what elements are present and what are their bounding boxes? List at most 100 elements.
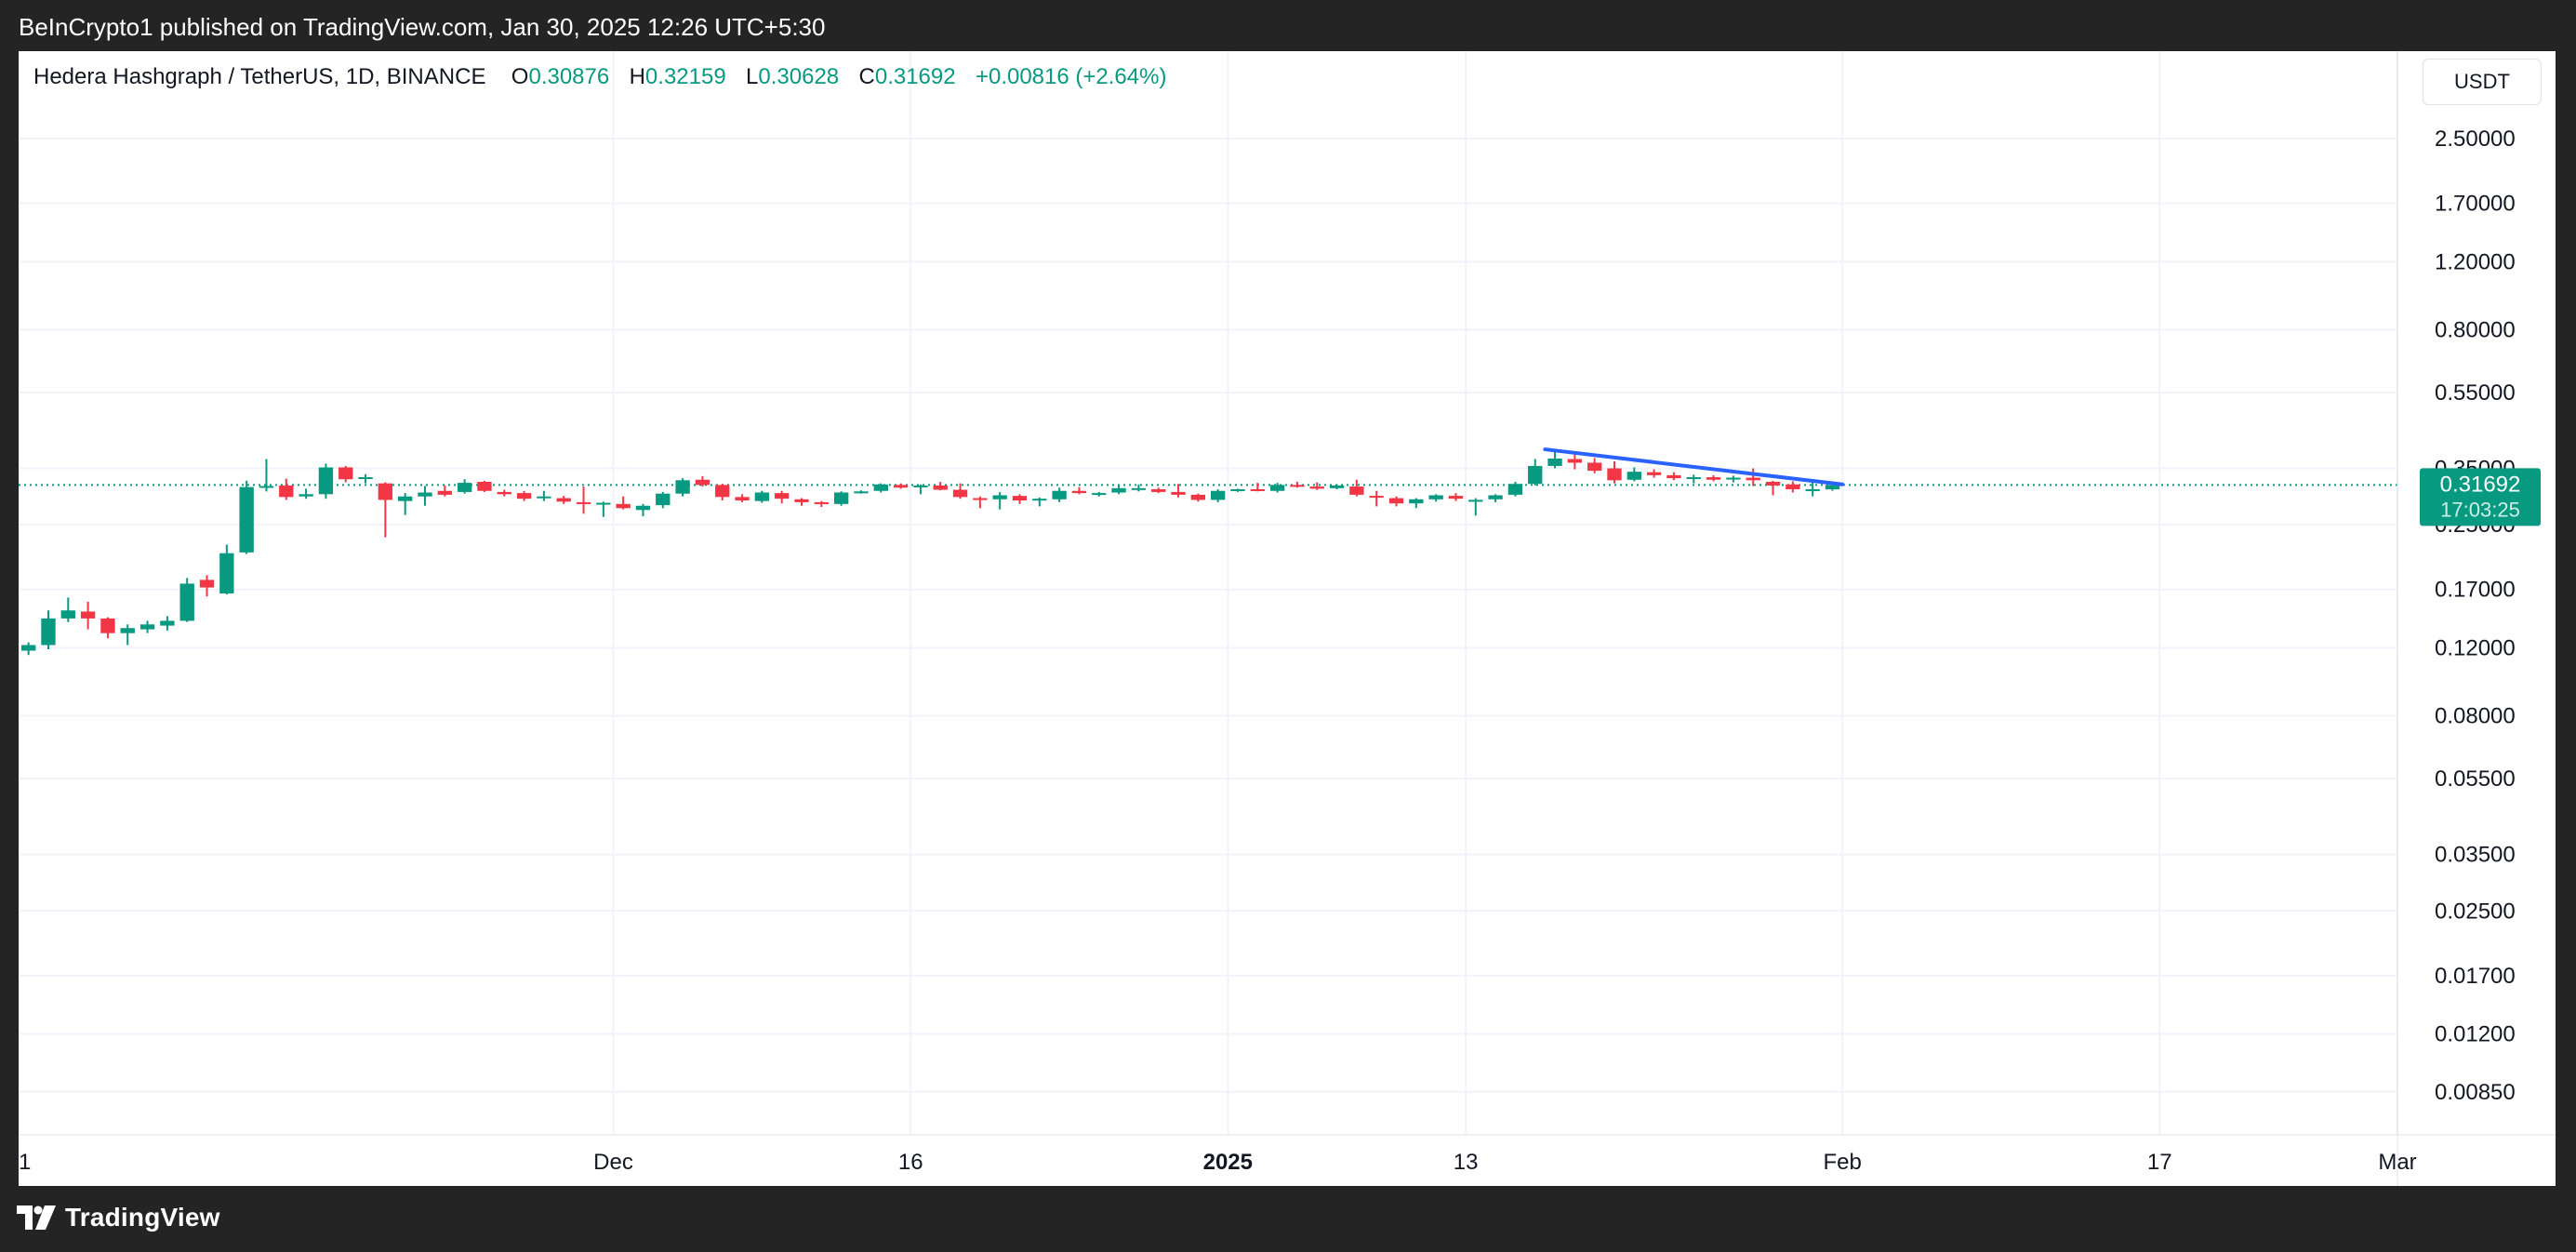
candle[interactable] [656, 491, 671, 509]
candle[interactable] [913, 484, 928, 495]
candle[interactable] [497, 489, 511, 497]
candle[interactable] [1428, 494, 1443, 502]
candle[interactable] [735, 494, 750, 502]
candle[interactable] [695, 475, 710, 487]
candle[interactable] [576, 486, 591, 514]
candle[interactable] [80, 601, 96, 630]
candle[interactable] [477, 480, 492, 492]
currency-button[interactable]: USDT [2423, 59, 2542, 105]
candle[interactable] [1230, 488, 1245, 492]
candle[interactable] [1468, 498, 1483, 516]
candle[interactable] [1448, 493, 1464, 501]
candle[interactable] [1686, 474, 1701, 484]
candle[interactable] [893, 483, 909, 489]
candle[interactable] [378, 482, 393, 538]
candle[interactable] [1388, 496, 1404, 507]
candle[interactable] [219, 544, 234, 595]
candle[interactable] [418, 486, 432, 506]
candle[interactable] [1627, 467, 1641, 482]
candle[interactable] [1111, 484, 1126, 495]
candle[interactable] [100, 617, 115, 639]
candle[interactable] [1210, 488, 1226, 502]
candle[interactable] [120, 624, 135, 646]
candle[interactable] [516, 490, 532, 501]
candle[interactable] [596, 501, 611, 517]
candle[interactable] [675, 478, 690, 497]
candle[interactable] [933, 481, 948, 491]
candle[interactable] [1409, 498, 1424, 509]
candle[interactable] [814, 500, 829, 508]
candle[interactable] [992, 491, 1007, 510]
candle[interactable] [1131, 484, 1147, 492]
candle[interactable] [60, 597, 75, 622]
candle[interactable] [1329, 484, 1345, 489]
candle[interactable] [20, 642, 36, 656]
candle[interactable] [41, 610, 56, 649]
candle[interactable] [1528, 459, 1543, 486]
candle[interactable] [973, 496, 988, 509]
candle[interactable] [1151, 487, 1166, 494]
candle[interactable] [1190, 493, 1206, 502]
candle[interactable] [1646, 469, 1662, 478]
price-axis[interactable]: 2.500001.700001.200000.800000.550000.350… [2397, 51, 2516, 1186]
candle[interactable] [775, 490, 790, 504]
candle[interactable] [794, 498, 809, 506]
candle[interactable] [1369, 490, 1384, 507]
candle[interactable] [279, 478, 294, 500]
candle[interactable] [1171, 484, 1186, 498]
candle[interactable] [1507, 481, 1523, 497]
candle[interactable] [1786, 481, 1800, 493]
candle[interactable] [1488, 494, 1503, 502]
candle[interactable] [239, 480, 254, 554]
candle[interactable] [1052, 487, 1067, 502]
candle[interactable] [199, 575, 215, 597]
candle[interactable] [398, 493, 413, 515]
candle[interactable] [139, 620, 155, 633]
candle[interactable] [1349, 479, 1364, 497]
candle[interactable] [457, 479, 472, 494]
candle[interactable] [1012, 494, 1028, 504]
candle[interactable] [259, 459, 274, 492]
candle[interactable] [160, 616, 175, 631]
candle[interactable] [1765, 480, 1781, 496]
tradingview-logo[interactable]: TradingView [17, 1203, 220, 1232]
candle[interactable] [556, 496, 571, 504]
candle[interactable] [833, 491, 849, 506]
candle[interactable] [1706, 474, 1721, 482]
candle[interactable] [1607, 460, 1622, 484]
candle[interactable] [1309, 482, 1324, 490]
candle[interactable] [1250, 483, 1265, 492]
trendline-segment[interactable] [1543, 447, 1845, 486]
candle[interactable] [854, 490, 869, 494]
candle[interactable] [1547, 449, 1562, 469]
candle[interactable] [873, 483, 888, 493]
candle[interactable] [616, 496, 631, 510]
chart-panel[interactable]: 2.500001.700001.200000.800000.550000.350… [19, 51, 2556, 1186]
candle[interactable] [754, 490, 770, 503]
candle[interactable] [1290, 481, 1305, 488]
candle[interactable] [1092, 491, 1107, 497]
candle[interactable] [715, 484, 730, 501]
candle[interactable] [1071, 486, 1087, 495]
candle[interactable] [1726, 475, 1741, 483]
candle[interactable] [952, 483, 968, 499]
candles[interactable] [20, 449, 1840, 656]
candle[interactable] [358, 473, 373, 484]
chart-canvas[interactable]: 2.500001.700001.200000.800000.550000.350… [19, 51, 2556, 1186]
candle[interactable] [437, 485, 452, 497]
candle[interactable] [318, 463, 334, 499]
symbol-label[interactable]: Hedera Hashgraph / TetherUS, 1D, BINANCE [33, 64, 486, 89]
candle[interactable] [1587, 458, 1602, 473]
candle[interactable] [1032, 497, 1047, 507]
candle[interactable] [1567, 454, 1583, 470]
candle[interactable] [1666, 472, 1681, 481]
candle[interactable] [1805, 482, 1820, 497]
candle[interactable] [635, 503, 651, 517]
trendline[interactable] [1543, 447, 1845, 486]
candle[interactable] [1746, 468, 1760, 486]
time-axis[interactable]: 1 Dec 16 2025 13 Feb 17 Mar [19, 1134, 2556, 1175]
candle[interactable] [299, 488, 313, 499]
candle[interactable] [179, 578, 194, 622]
candle[interactable] [537, 490, 551, 501]
candle[interactable] [339, 465, 353, 483]
